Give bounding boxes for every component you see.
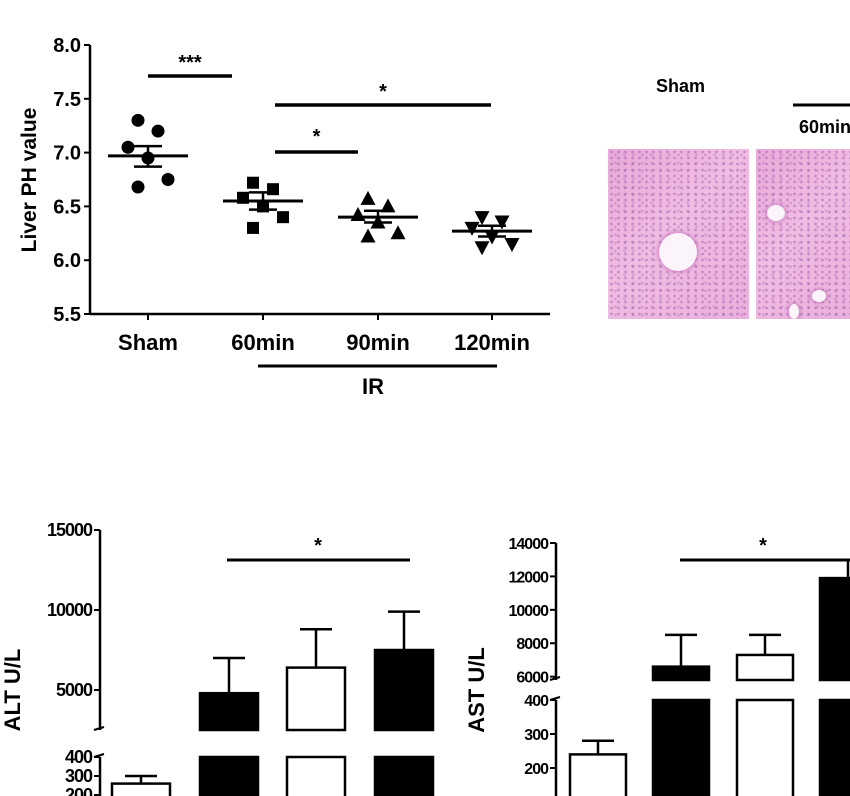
vessel	[767, 205, 785, 221]
ir-group-label: IR	[362, 374, 384, 399]
data-point	[360, 190, 376, 205]
axis-break	[549, 676, 561, 681]
y-tick-label: 8000	[516, 636, 549, 653]
vessel	[812, 290, 826, 302]
bar-upper	[198, 691, 260, 732]
data-point	[247, 221, 259, 234]
ph-scatter-panel: 5.5 6.0 6.5 7.0 7.5 8.0 Liver PH value Sham 60mi…	[18, 35, 550, 399]
data-point	[121, 140, 135, 154]
bar	[568, 753, 628, 796]
y-tick-label: 15000	[47, 520, 93, 540]
y-tick-label: 5.5	[53, 304, 81, 326]
y-tick-label: 8.0	[53, 35, 81, 57]
histology-label-sham: Sham	[656, 76, 705, 96]
data-point	[350, 207, 366, 222]
y-tick-label: 400	[524, 693, 549, 710]
bar-lower	[651, 698, 711, 796]
data-point	[380, 198, 396, 213]
y-tick-label: 6.5	[53, 196, 81, 218]
y-tick-label: 14000	[509, 536, 550, 553]
bar-upper	[373, 648, 435, 732]
central-vein	[659, 233, 697, 271]
y-tick-label: 7.0	[53, 143, 81, 165]
y-tick-label: 12000	[509, 569, 550, 586]
data-point	[464, 221, 480, 236]
data-point	[151, 124, 165, 138]
x-tick-label: Sham	[118, 330, 178, 355]
data-point	[277, 211, 289, 224]
histology-image-60min	[756, 149, 850, 319]
data-point	[247, 176, 259, 189]
significance-label: *	[314, 535, 322, 557]
data-point	[161, 173, 175, 186]
y-tick-label: 300	[524, 727, 549, 744]
bar-upper	[285, 666, 347, 732]
axis-break	[93, 726, 105, 731]
y-axis-label: ALT U/L	[0, 649, 25, 732]
data-point	[474, 211, 490, 226]
vessel	[789, 304, 799, 319]
bar	[110, 782, 172, 796]
significance-label: *	[379, 81, 387, 103]
x-tick-label: 60min	[231, 330, 295, 355]
data-point	[474, 241, 490, 256]
ast-bar-panel: 6000 8000 10000 12000 14000 200 300 400 AST U/L *	[464, 535, 850, 796]
y-tick-label: 6.0	[53, 250, 81, 272]
bar-upper	[651, 665, 711, 682]
y-axis-label: Liver PH value	[18, 108, 41, 253]
data-point	[360, 228, 376, 243]
histology-labels: Sham 60min	[656, 76, 850, 137]
data-point	[131, 180, 145, 194]
y-tick-label: 7.5	[53, 89, 81, 111]
bar-lower	[285, 755, 347, 796]
data-point	[390, 225, 406, 240]
bar-upper	[735, 653, 795, 682]
x-tick-label: 90min	[346, 330, 410, 355]
y-tick-label: 200	[524, 761, 549, 778]
x-tick-label: 120min	[454, 330, 530, 355]
significance-label: ***	[178, 52, 202, 74]
y-tick-label: 10000	[509, 603, 550, 620]
histology-image-sham	[608, 149, 749, 319]
y-tick-label: 10000	[47, 600, 93, 620]
y-tick-label: 5000	[56, 680, 93, 700]
significance-label: *	[313, 126, 321, 148]
significance-label: *	[759, 535, 767, 557]
bar-lower	[818, 698, 850, 796]
y-axis-label: AST U/L	[464, 647, 489, 733]
y-tick-label: 300	[65, 766, 93, 786]
y-tick-label: 200	[65, 785, 93, 796]
histology-label-60min: 60min	[799, 117, 850, 137]
y-tick-label: 6000	[516, 670, 549, 687]
y-tick-label: 400	[65, 747, 93, 767]
bar-upper	[818, 576, 850, 682]
tissue-texture	[756, 149, 850, 319]
data-point	[131, 113, 145, 127]
bar-lower	[198, 755, 260, 796]
data-point	[504, 238, 520, 253]
bar-lower	[735, 698, 795, 796]
data-point	[494, 215, 510, 230]
bar-lower	[373, 755, 435, 796]
